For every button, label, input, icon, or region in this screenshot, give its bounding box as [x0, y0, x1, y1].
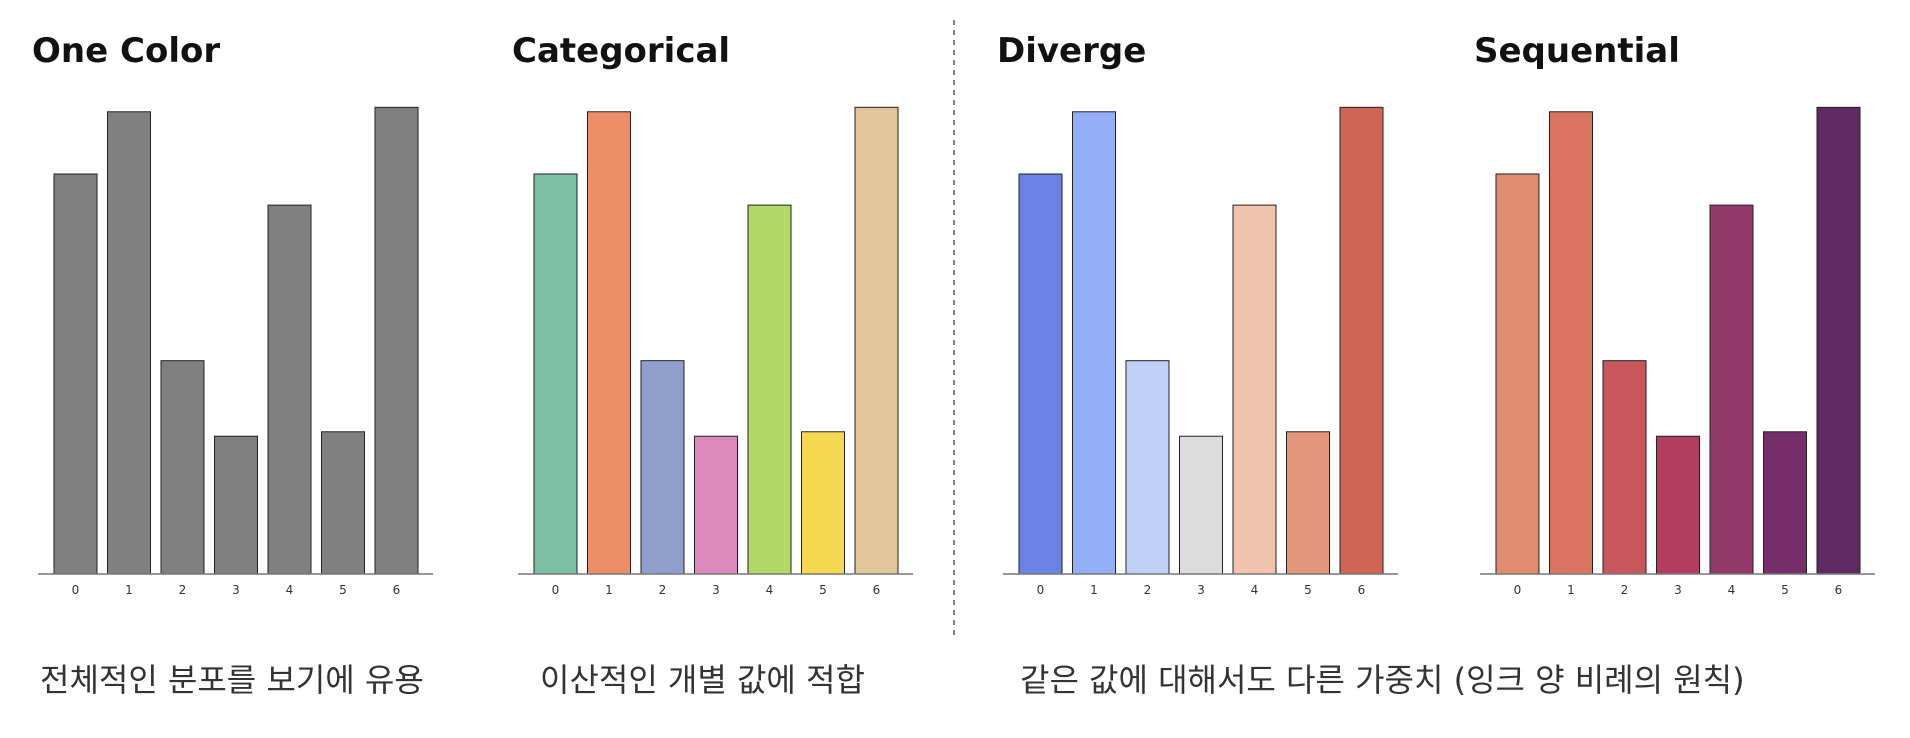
bar — [1286, 431, 1330, 575]
bar — [1656, 435, 1700, 575]
tick-label: 6 — [393, 583, 401, 597]
bar — [1339, 106, 1384, 575]
tick-label: 4 — [1251, 583, 1259, 597]
tick-label: 6 — [1835, 583, 1843, 597]
bar — [1125, 360, 1170, 575]
tick-label: 2 — [659, 583, 667, 597]
panel-title: Categorical — [512, 31, 730, 71]
bar — [1495, 173, 1540, 575]
tick-label: 0 — [1037, 583, 1045, 597]
tick-label: 4 — [286, 583, 294, 597]
bar — [1602, 360, 1647, 575]
bar — [587, 111, 631, 575]
tick-label: 0 — [552, 583, 560, 597]
bar — [747, 204, 792, 575]
bar — [267, 204, 312, 575]
bar — [53, 173, 98, 575]
bar — [640, 360, 685, 575]
bar-panel-1: Categorical 0 1 2 3 4 5 6 — [512, 31, 913, 597]
bar-panel-0: One Color 0 1 2 3 4 5 6 — [32, 31, 433, 597]
tick-label: 6 — [1358, 583, 1366, 597]
tick-label: 1 — [1090, 583, 1098, 597]
bar — [374, 106, 419, 575]
bar-panel-2: Diverge 0 1 2 3 4 5 6 — [997, 31, 1398, 597]
tick-label: 6 — [873, 583, 881, 597]
caption-categorical: 이산적인 개별 값에 적합 — [540, 661, 865, 699]
tick-label: 3 — [1674, 583, 1682, 597]
tick-label: 5 — [819, 583, 827, 597]
panel-title: One Color — [32, 31, 220, 71]
tick-label: 3 — [1197, 583, 1205, 597]
tick-label: 2 — [1621, 583, 1629, 597]
bar — [854, 106, 899, 575]
tick-label: 2 — [179, 583, 187, 597]
bar-panel-3: Sequential 0 1 2 3 4 5 6 — [1474, 31, 1875, 597]
bar — [160, 360, 205, 575]
bar — [1179, 435, 1223, 575]
tick-label: 4 — [1728, 583, 1736, 597]
bar — [1709, 204, 1754, 575]
bar — [1018, 173, 1063, 575]
bar — [1232, 204, 1277, 575]
tick-label: 5 — [1781, 583, 1789, 597]
tick-label: 1 — [125, 583, 133, 597]
tick-label: 3 — [712, 583, 720, 597]
caption-weighted: 같은 값에 대해서도 다른 가중치 (잉크 양 비례의 원칙) — [1020, 661, 1745, 699]
bar — [1072, 111, 1116, 575]
bar — [1816, 106, 1861, 575]
tick-label: 2 — [1144, 583, 1152, 597]
panel-title: Sequential — [1474, 31, 1680, 71]
tick-label: 0 — [72, 583, 80, 597]
bar — [1763, 431, 1807, 575]
tick-label: 4 — [766, 583, 774, 597]
tick-label: 1 — [1567, 583, 1575, 597]
tick-label: 5 — [339, 583, 347, 597]
bar — [694, 435, 738, 575]
bar — [801, 431, 845, 575]
tick-label: 1 — [605, 583, 613, 597]
bar — [1549, 111, 1593, 575]
bar — [321, 431, 365, 575]
panel-title: Diverge — [997, 31, 1146, 71]
bar — [107, 111, 151, 575]
bar — [533, 173, 578, 575]
tick-label: 0 — [1514, 583, 1522, 597]
caption-one-color: 전체적인 분포를 보기에 유용 — [40, 661, 424, 699]
tick-label: 5 — [1304, 583, 1312, 597]
tick-label: 3 — [232, 583, 240, 597]
bar — [214, 435, 258, 575]
